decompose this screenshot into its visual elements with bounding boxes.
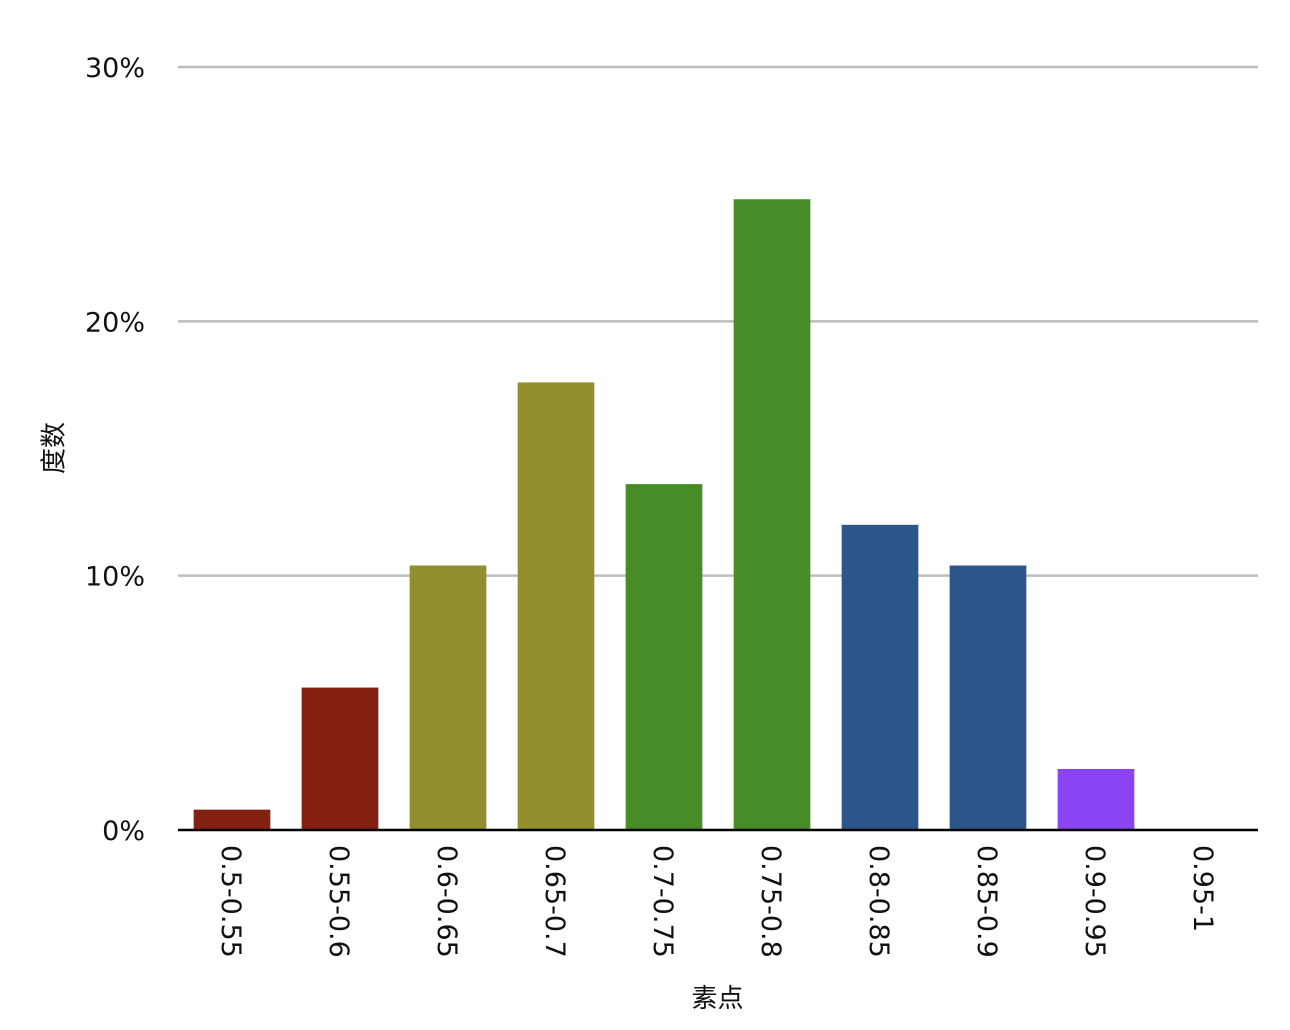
y-axis-label: 度数 bbox=[39, 421, 70, 475]
gridlines bbox=[178, 65, 1258, 577]
y-tick-label: 20% bbox=[85, 307, 145, 338]
x-tick-labels: 0.5-0.55 0.55-0.6 0.6-0.65 0.65-0.7 0.7-0.75… bbox=[215, 845, 1218, 958]
bar bbox=[193, 809, 271, 830]
x-tick-label: 0.9-0.95 bbox=[1079, 845, 1110, 958]
x-tick-label: 0.5-0.55 bbox=[215, 845, 246, 958]
y-tick-label: 0% bbox=[102, 816, 145, 847]
bar bbox=[301, 687, 379, 830]
x-tick-label: 0.95-1 bbox=[1187, 845, 1218, 932]
bar bbox=[733, 199, 811, 831]
bar bbox=[949, 565, 1027, 830]
bar bbox=[625, 484, 703, 830]
bar bbox=[517, 382, 595, 830]
x-tick-label: 0.65-0.7 bbox=[539, 845, 570, 958]
y-tick-label: 30% bbox=[85, 53, 145, 84]
x-tick-label: 0.55-0.6 bbox=[323, 845, 354, 958]
x-tick-label: 0.7-0.75 bbox=[647, 845, 678, 958]
bars bbox=[193, 199, 1135, 831]
bar bbox=[409, 565, 487, 830]
bar bbox=[841, 524, 919, 830]
bar bbox=[1057, 768, 1135, 830]
x-tick-label: 0.6-0.65 bbox=[431, 845, 462, 958]
x-tick-label: 0.75-0.8 bbox=[755, 845, 786, 958]
y-tick-label: 10% bbox=[85, 562, 145, 593]
x-tick-label: 0.8-0.85 bbox=[863, 845, 894, 958]
x-axis-label: 素点 bbox=[691, 984, 744, 1014]
x-tick-label: 0.85-0.9 bbox=[971, 845, 1002, 958]
y-tick-labels: 0% 10% 20% 30% bbox=[85, 53, 145, 847]
